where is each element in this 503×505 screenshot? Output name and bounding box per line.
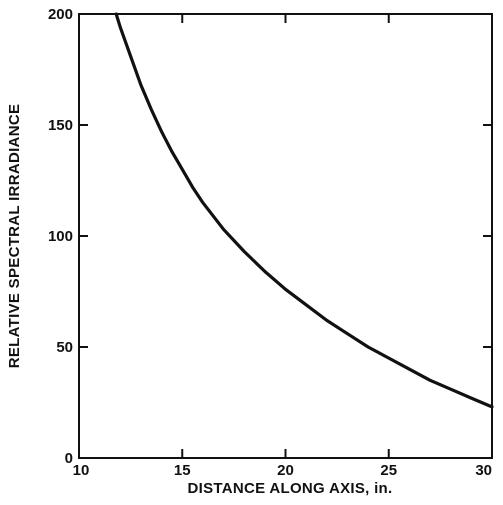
irradiance-curve [114, 12, 494, 409]
y-tick-label: 200 [48, 6, 73, 23]
y-axis-ticks: 0 50 100 150 200 [48, 6, 492, 467]
y-axis-title: RELATIVE SPECTRAL IRRADIANCE [6, 104, 23, 369]
x-tick-label: 10 [73, 462, 90, 479]
x-tick-label: 15 [174, 462, 191, 479]
x-axis-ticks: 10 15 20 25 30 [73, 14, 492, 479]
x-tick-label: 25 [380, 462, 397, 479]
y-tick-label: 150 [48, 117, 73, 134]
x-tick-label: 20 [277, 462, 294, 479]
x-tick-label: 30 [475, 462, 492, 479]
x-axis-title: DISTANCE ALONG AXIS, in. [188, 480, 393, 497]
y-tick-label: 0 [65, 450, 73, 467]
y-tick-label: 50 [56, 339, 73, 356]
y-tick-label: 100 [48, 228, 73, 245]
